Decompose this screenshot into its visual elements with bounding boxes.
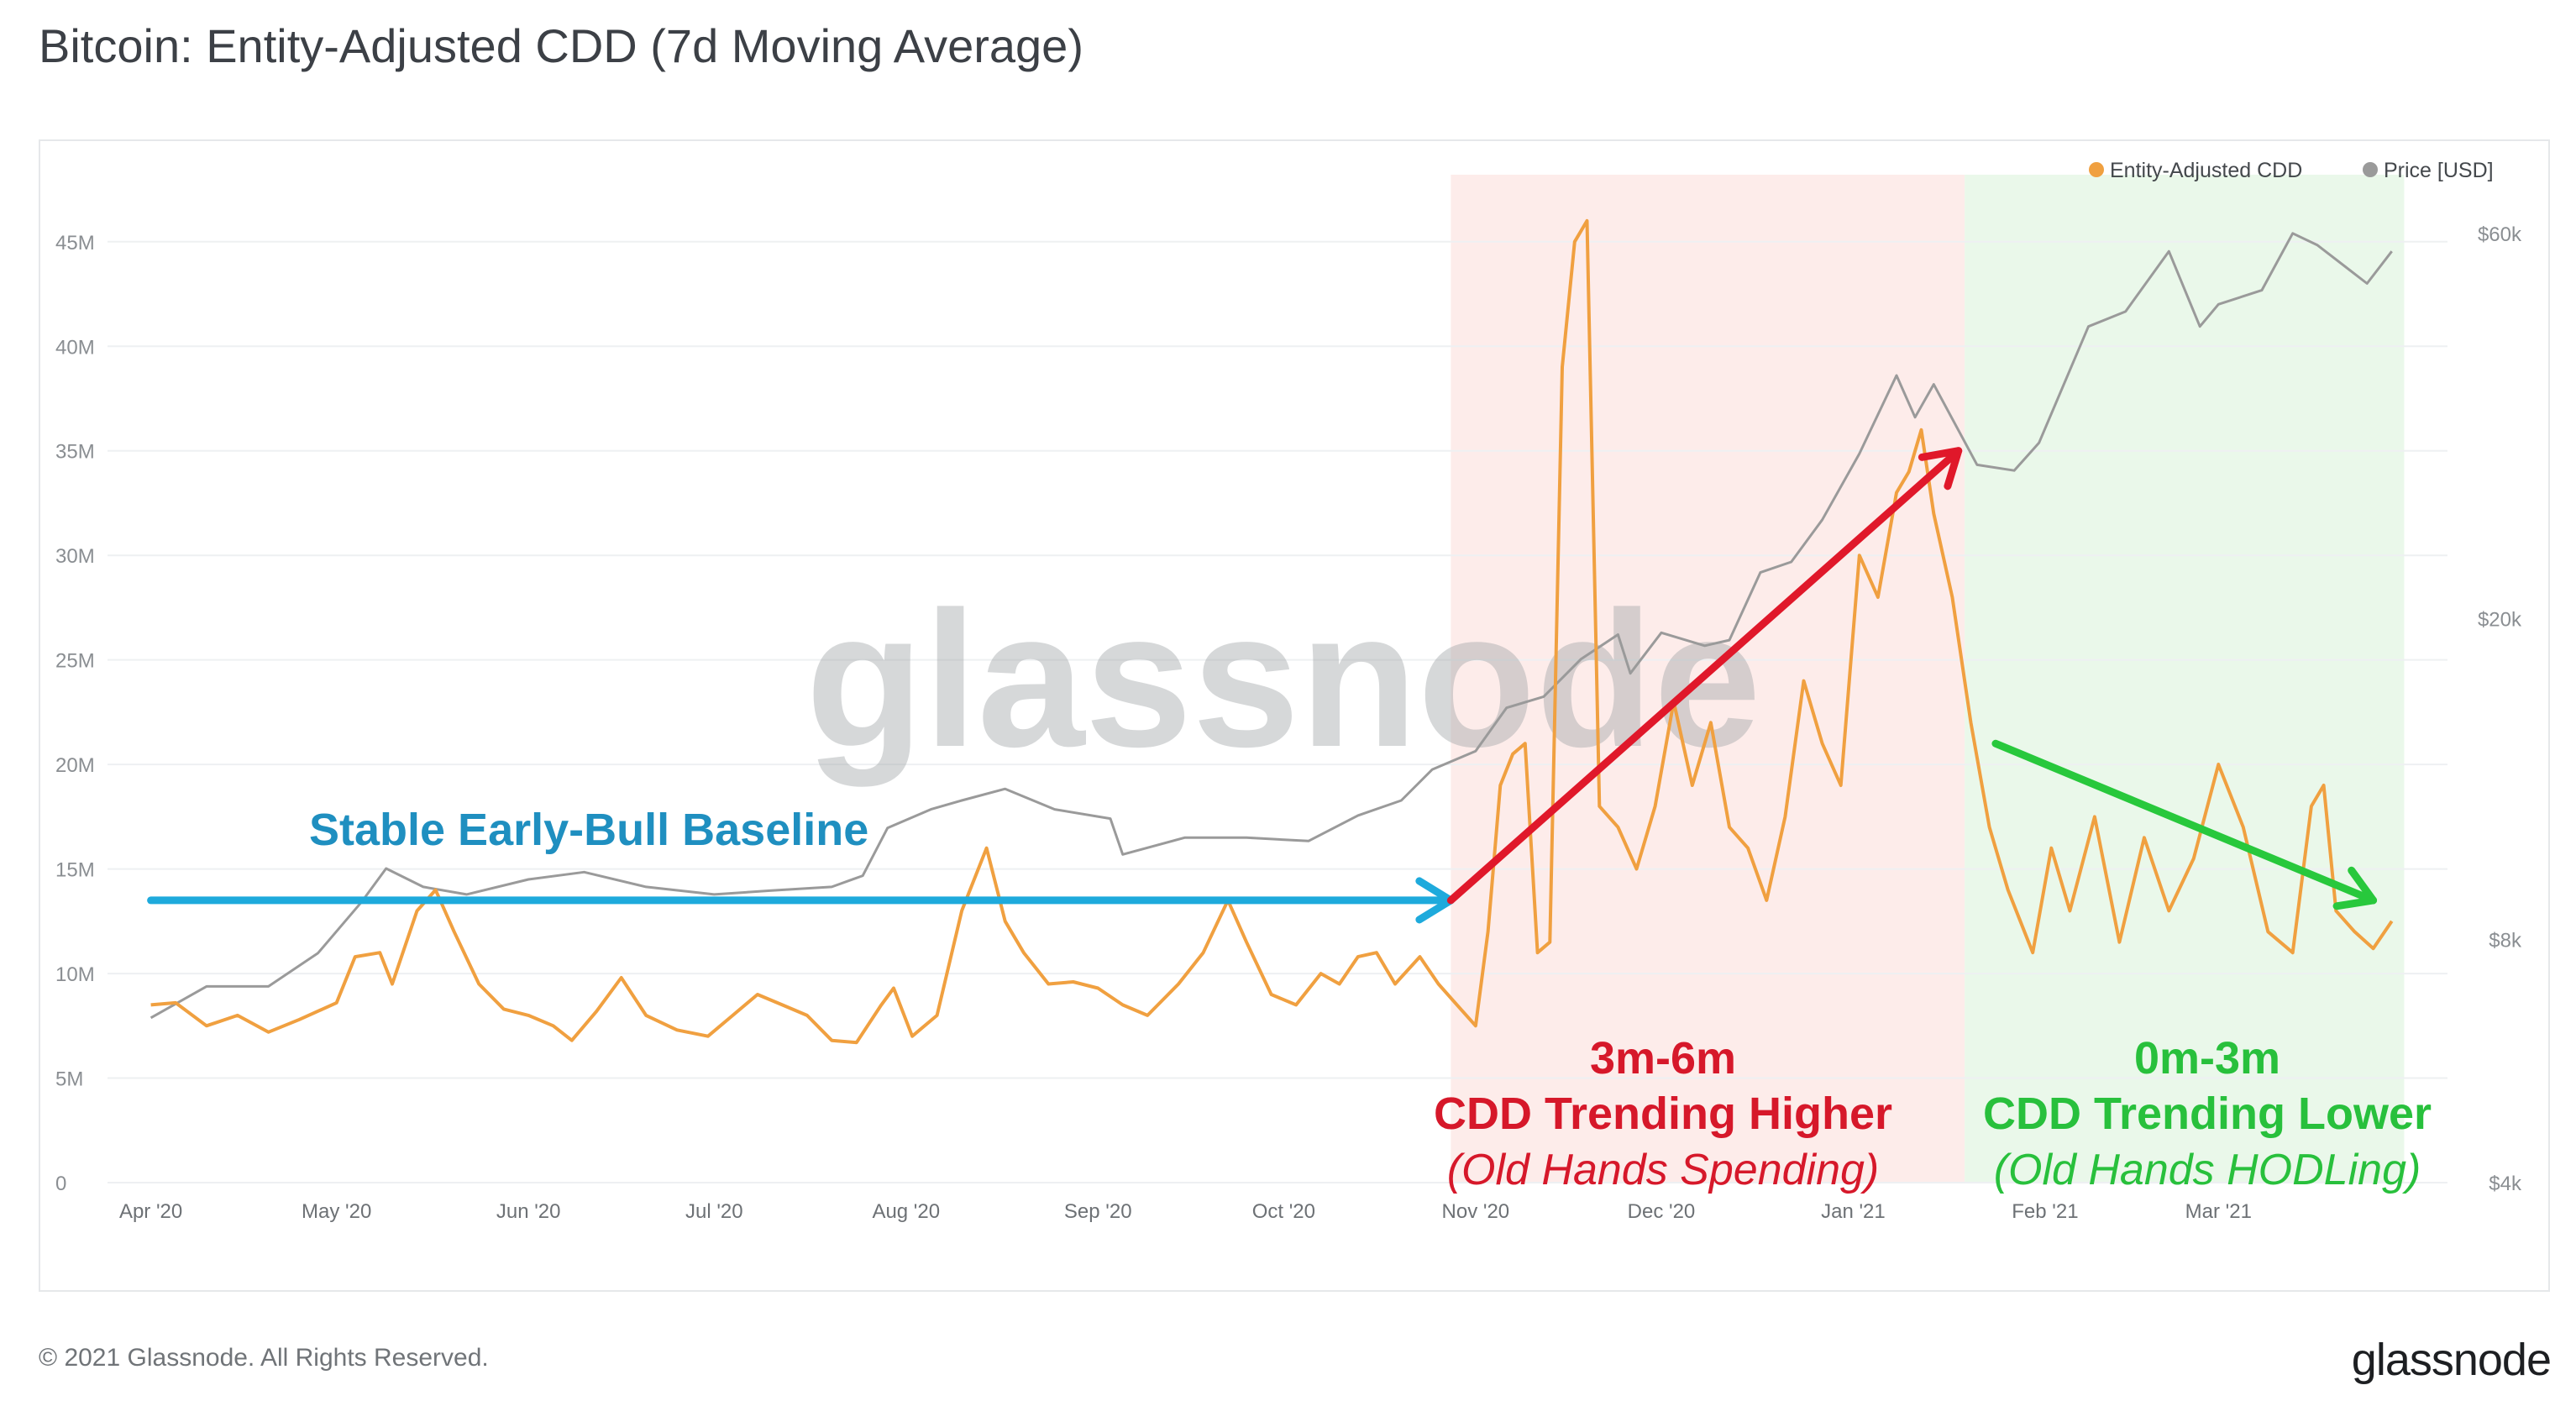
- chart-panel: glassnode 0 5M 10M 15M 20M 25M 30M 35M 40M 45M $4…: [39, 139, 2550, 1292]
- baseline-label: Stable Early-Bull Baseline: [309, 805, 868, 855]
- cdd-series-line: [150, 218, 2394, 1045]
- higher-label-title: CDD Trending Higher: [1434, 1089, 1892, 1139]
- copyright-text: © 2021 Glassnode. All Rights Reserved.: [39, 1344, 489, 1372]
- trending-lower-arrow-head: [2332, 866, 2378, 910]
- y-left-tick-label: 45M: [55, 232, 95, 254]
- lower-label-note: (Old Hands HODLing): [1994, 1146, 2421, 1194]
- x-tick-label: Jul '20: [685, 1200, 743, 1223]
- chart-svg: glassnode 0 5M 10M 15M 20M 25M 30M 35M 40M 45M $4…: [55, 159, 2522, 1223]
- x-tick-label: Feb '21: [2012, 1200, 2078, 1223]
- legend-label-cdd: Entity-Adjusted CDD: [2110, 159, 2302, 182]
- higher-label-period: 3m-6m: [1590, 1033, 1736, 1084]
- x-tick-label: Apr '20: [119, 1200, 182, 1223]
- lower-label-title: CDD Trending Lower: [1983, 1089, 2432, 1139]
- y-left-tick-label: 35M: [55, 441, 95, 464]
- legend-label-price: Price [USD]: [2384, 159, 2494, 182]
- y-left-tick-label: 15M: [55, 859, 95, 882]
- trending-higher-arrow-head: [1918, 447, 1963, 491]
- trending-lower-arrow: [1991, 739, 2378, 905]
- x-tick-label: Dec '20: [1628, 1200, 1696, 1223]
- y-left-tick-label: 25M: [55, 650, 95, 673]
- trending-higher-arrow: [1446, 447, 1963, 905]
- x-axis: Apr '20 May '20 Jun '20 Jul '20 Aug '20 Sep '…: [119, 1200, 2252, 1223]
- y-left-tick-label: 10M: [55, 963, 95, 986]
- y-left-tick-label: 40M: [55, 336, 95, 359]
- legend: Entity-Adjusted CDD Price [USD]: [2089, 159, 2494, 182]
- x-tick-label: Oct '20: [1252, 1200, 1315, 1223]
- legend-marker-price-icon: [2363, 162, 2378, 177]
- y-left-tick-label: 5M: [55, 1068, 83, 1091]
- y-right-tick-label: $60k: [2478, 223, 2522, 246]
- chart-title: Bitcoin: Entity-Adjusted CDD (7d Moving …: [39, 19, 1083, 72]
- trend-arrows: [147, 447, 2378, 924]
- y-right-tick-label: $20k: [2478, 608, 2522, 631]
- x-tick-label: Mar '21: [2185, 1200, 2252, 1223]
- series-lines: [150, 218, 2394, 1045]
- y-left-tick-label: 0: [55, 1173, 66, 1195]
- legend-marker-cdd-icon: [2089, 162, 2104, 177]
- left-axis: 0 5M 10M 15M 20M 25M 30M 35M 40M 45M: [55, 232, 95, 1195]
- region-trending-lower: [1965, 175, 2405, 1183]
- x-tick-label: May '20: [302, 1200, 371, 1223]
- x-tick-label: Nov '20: [1442, 1200, 1510, 1223]
- brand-logo-text: glassnode: [2351, 1335, 2552, 1385]
- x-tick-label: Jan '21: [1821, 1200, 1886, 1223]
- region-trending-higher: [1451, 175, 1965, 1183]
- y-left-tick-label: 30M: [55, 545, 95, 568]
- highlight-regions: [1451, 175, 2405, 1183]
- price-series-line: [150, 232, 2393, 1020]
- higher-label-note: (Old Hands Spending): [1447, 1146, 1880, 1194]
- y-right-tick-label: $4k: [2489, 1173, 2522, 1195]
- y-right-tick-label: $8k: [2489, 930, 2522, 952]
- y-left-tick-label: 20M: [55, 754, 95, 777]
- watermark-text: glassnode: [805, 571, 1761, 787]
- lower-label-period: 0m-3m: [2134, 1033, 2280, 1084]
- x-tick-label: Sep '20: [1064, 1200, 1132, 1223]
- x-tick-label: Aug '20: [872, 1200, 940, 1223]
- x-tick-label: Jun '20: [496, 1200, 561, 1223]
- right-axis: $4k $8k $20k $60k: [2478, 223, 2522, 1195]
